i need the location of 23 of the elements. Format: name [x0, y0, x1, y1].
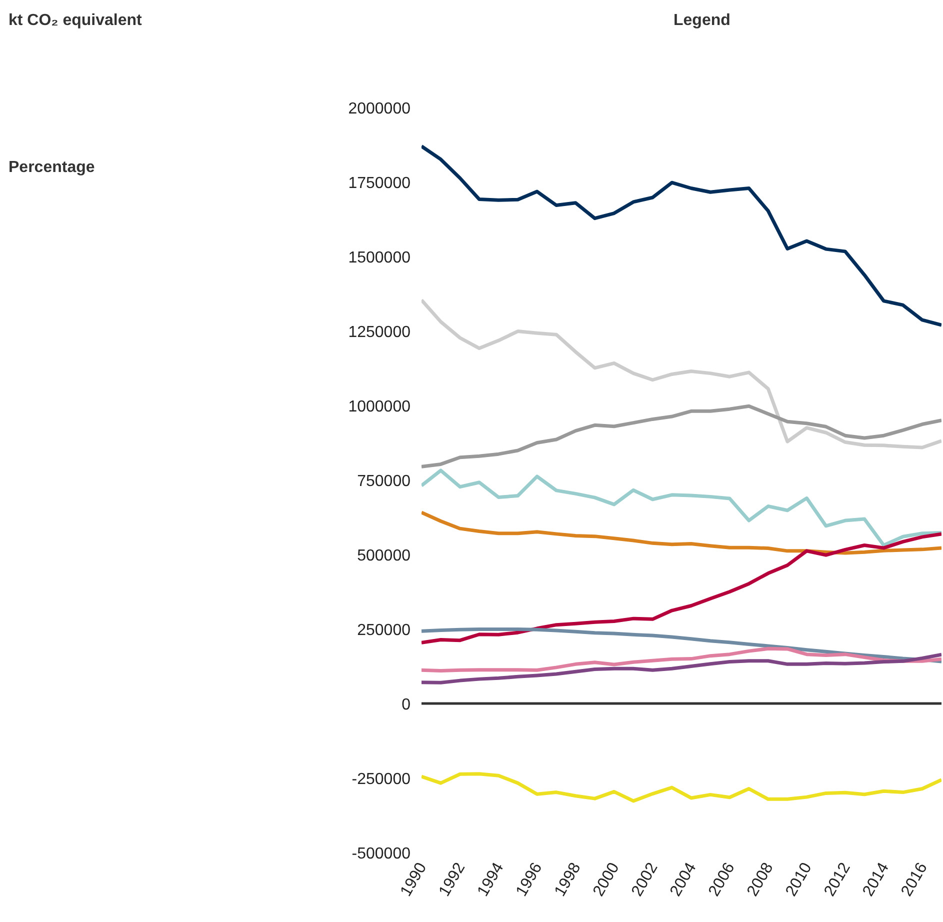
y-tick-label: -500000 — [352, 846, 411, 862]
line-series — [422, 510, 942, 555]
text: Percentage — [8, 158, 95, 176]
text: kt CO₂ equivalent — [8, 12, 143, 29]
y-tick-label: 0 — [402, 696, 411, 714]
line-series — [422, 298, 942, 450]
y-tick-label: 1500000 — [348, 250, 411, 266]
y-tick-label: 2000000 — [348, 100, 411, 118]
y-tick-label: 1750000 — [348, 175, 411, 192]
line-series — [422, 532, 942, 644]
y-tick-label: 1000000 — [348, 398, 411, 416]
line-series — [422, 468, 942, 548]
y-tick-label: 250000 — [357, 622, 411, 639]
y-tick-label: 750000 — [357, 473, 411, 490]
y-tick-label: 500000 — [357, 548, 411, 564]
line-series — [422, 404, 942, 468]
y-tick-label: -250000 — [352, 771, 411, 788]
line-series — [422, 144, 942, 327]
line-series — [422, 646, 942, 672]
line-series — [422, 772, 942, 803]
y-tick-label: 1250000 — [348, 324, 411, 341]
legend-title: Legend — [674, 12, 730, 29]
line-series — [422, 652, 942, 684]
